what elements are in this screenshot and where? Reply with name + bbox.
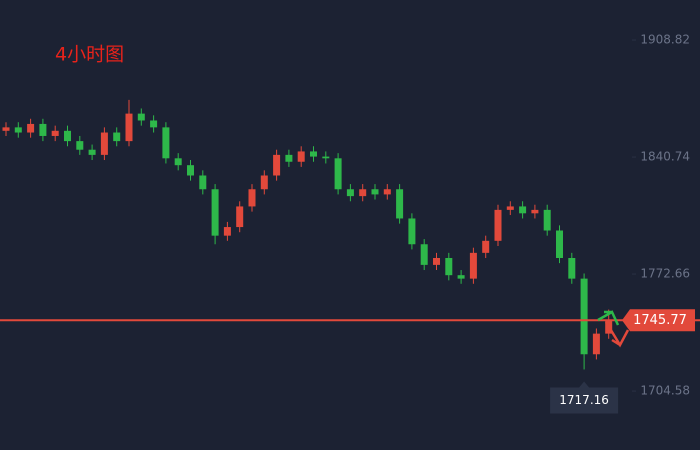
candle-body <box>248 189 256 207</box>
candle-body <box>88 149 96 155</box>
chart-title: 4小时图 <box>55 44 124 66</box>
candle-body <box>76 141 84 150</box>
candle-body <box>125 113 133 142</box>
candle-body <box>592 333 600 355</box>
candle-body <box>334 158 342 190</box>
candle-body <box>556 230 563 259</box>
candle-body <box>150 120 158 128</box>
candle-body <box>223 227 231 236</box>
candle-body <box>273 154 281 176</box>
candle-body <box>322 156 330 159</box>
candle-body <box>64 130 71 142</box>
candle-body <box>297 151 305 162</box>
candle-body <box>531 209 539 214</box>
y-tick-label: 1704.58 <box>640 384 690 398</box>
y-tick-label: 1772.66 <box>640 267 690 281</box>
low-annotation: 1717.16 <box>559 393 609 407</box>
candle-body <box>445 258 453 276</box>
candle-body <box>506 206 514 210</box>
candle-body <box>371 189 379 195</box>
candle-body <box>519 206 527 214</box>
candle-body <box>396 189 404 219</box>
low-tag <box>550 381 619 414</box>
candle-body <box>568 258 576 279</box>
y-tick-label: 1908.82 <box>640 33 690 47</box>
candle-body <box>494 209 502 241</box>
candle-body <box>408 218 416 245</box>
candle-body <box>359 189 367 197</box>
candle-body <box>433 258 440 265</box>
candle-body <box>346 189 354 197</box>
candle-body <box>113 132 121 142</box>
candle-body <box>211 189 219 236</box>
candle-body <box>457 275 465 279</box>
candle-body <box>543 209 551 231</box>
candle-body <box>27 123 35 133</box>
candle-body <box>2 127 10 131</box>
candle-body <box>236 206 244 228</box>
candle-body <box>14 127 22 133</box>
candle-body <box>260 175 268 190</box>
y-tick-label: 1840.74 <box>640 150 690 164</box>
last-price-label: 1745.77 <box>633 313 687 328</box>
candle-body <box>39 123 47 136</box>
candle-body <box>162 127 170 159</box>
candle-body <box>187 165 194 176</box>
candle-body <box>383 189 391 195</box>
candle-body <box>51 130 59 136</box>
candle-body <box>469 252 477 279</box>
candle-body <box>420 244 428 265</box>
hand-drawn-arrows <box>597 310 630 348</box>
last-price-tag <box>622 309 695 332</box>
candle-body <box>137 113 145 121</box>
candle-body <box>100 132 108 155</box>
candle-body <box>199 175 207 190</box>
candle-body <box>580 278 588 355</box>
candle-body <box>310 151 317 157</box>
candle-body <box>482 240 490 253</box>
candle-body <box>174 158 182 166</box>
candle-body <box>285 154 293 162</box>
